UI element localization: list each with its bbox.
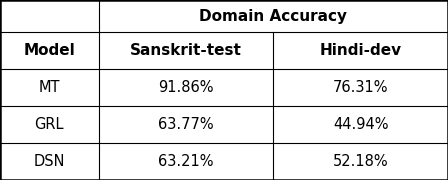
Text: GRL: GRL	[34, 117, 64, 132]
Text: Domain Accuracy: Domain Accuracy	[199, 9, 347, 24]
Text: 63.77%: 63.77%	[158, 117, 214, 132]
Text: MT: MT	[39, 80, 60, 95]
Text: 52.18%: 52.18%	[333, 154, 388, 169]
Text: 76.31%: 76.31%	[333, 80, 388, 95]
Text: 63.21%: 63.21%	[158, 154, 214, 169]
Text: DSN: DSN	[34, 154, 65, 169]
Text: Model: Model	[23, 43, 75, 58]
Text: Hindi-dev: Hindi-dev	[319, 43, 402, 58]
Text: 44.94%: 44.94%	[333, 117, 388, 132]
Text: Sanskrit-test: Sanskrit-test	[130, 43, 242, 58]
Text: 91.86%: 91.86%	[158, 80, 214, 95]
